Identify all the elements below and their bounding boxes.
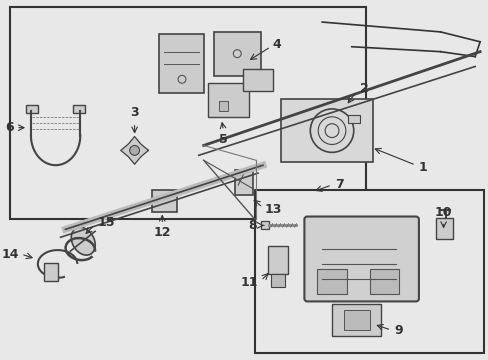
Text: 12: 12 — [153, 226, 171, 239]
Text: 11: 11 — [240, 276, 258, 289]
Text: 8: 8 — [248, 219, 257, 232]
FancyBboxPatch shape — [267, 246, 287, 274]
FancyBboxPatch shape — [235, 170, 253, 195]
Text: 6: 6 — [5, 121, 14, 134]
FancyBboxPatch shape — [270, 274, 284, 287]
FancyBboxPatch shape — [73, 105, 85, 113]
FancyBboxPatch shape — [10, 7, 365, 220]
Text: 10: 10 — [434, 207, 451, 220]
FancyBboxPatch shape — [261, 221, 268, 229]
FancyBboxPatch shape — [343, 310, 369, 330]
FancyBboxPatch shape — [255, 190, 483, 353]
Text: 5: 5 — [219, 132, 227, 145]
Text: 9: 9 — [393, 324, 402, 337]
Text: 13: 13 — [264, 203, 282, 216]
Text: 2: 2 — [359, 82, 367, 95]
Circle shape — [129, 145, 139, 155]
FancyBboxPatch shape — [26, 105, 38, 113]
Text: 1: 1 — [418, 161, 427, 174]
FancyBboxPatch shape — [369, 269, 398, 293]
FancyBboxPatch shape — [435, 217, 452, 239]
FancyBboxPatch shape — [243, 69, 272, 91]
FancyBboxPatch shape — [44, 263, 58, 281]
FancyBboxPatch shape — [331, 305, 381, 336]
Ellipse shape — [71, 227, 95, 255]
Text: 14: 14 — [1, 248, 19, 261]
FancyBboxPatch shape — [207, 83, 248, 117]
FancyBboxPatch shape — [152, 190, 177, 212]
FancyBboxPatch shape — [347, 115, 359, 123]
Text: 15: 15 — [97, 216, 114, 229]
FancyBboxPatch shape — [304, 216, 418, 301]
FancyBboxPatch shape — [280, 99, 373, 162]
Polygon shape — [121, 136, 148, 164]
FancyBboxPatch shape — [213, 32, 261, 76]
Text: 4: 4 — [272, 38, 281, 51]
FancyBboxPatch shape — [159, 34, 203, 93]
FancyBboxPatch shape — [317, 269, 346, 293]
Text: 7: 7 — [334, 179, 343, 192]
FancyBboxPatch shape — [218, 101, 228, 111]
Text: 3: 3 — [130, 106, 139, 119]
